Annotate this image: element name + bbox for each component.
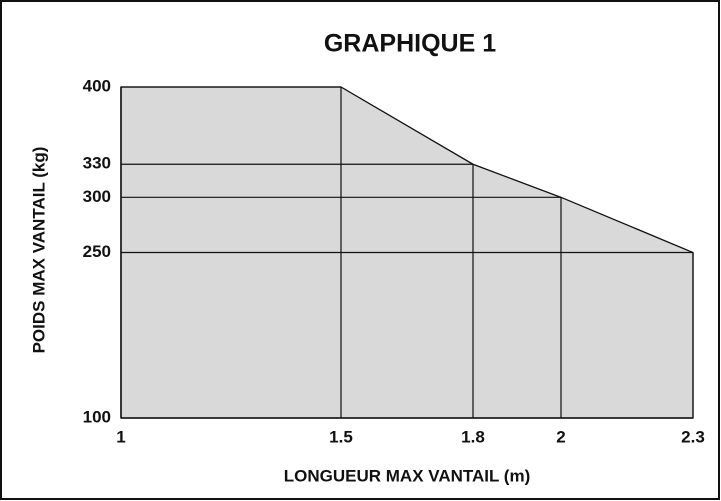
y-tick-label: 300	[83, 187, 111, 206]
x-axis-label: LONGUEUR MAX VANTAIL (m)	[284, 466, 531, 485]
x-tick-label: 2.3	[681, 427, 705, 446]
x-tick-label: 1	[116, 427, 125, 446]
y-tick-label: 330	[83, 154, 111, 173]
x-tick-label: 1.5	[329, 427, 353, 446]
y-axis-label: POIDS MAX VANTAIL (kg)	[29, 147, 48, 354]
chart-title: GRAPHIQUE 1	[324, 30, 496, 58]
y-tick-label: 250	[83, 242, 111, 261]
y-tick-label: 100	[83, 407, 111, 426]
x-tick-label: 2	[556, 427, 565, 446]
x-tick-label: 1.8	[461, 427, 485, 446]
y-tick-label: 400	[83, 76, 111, 95]
